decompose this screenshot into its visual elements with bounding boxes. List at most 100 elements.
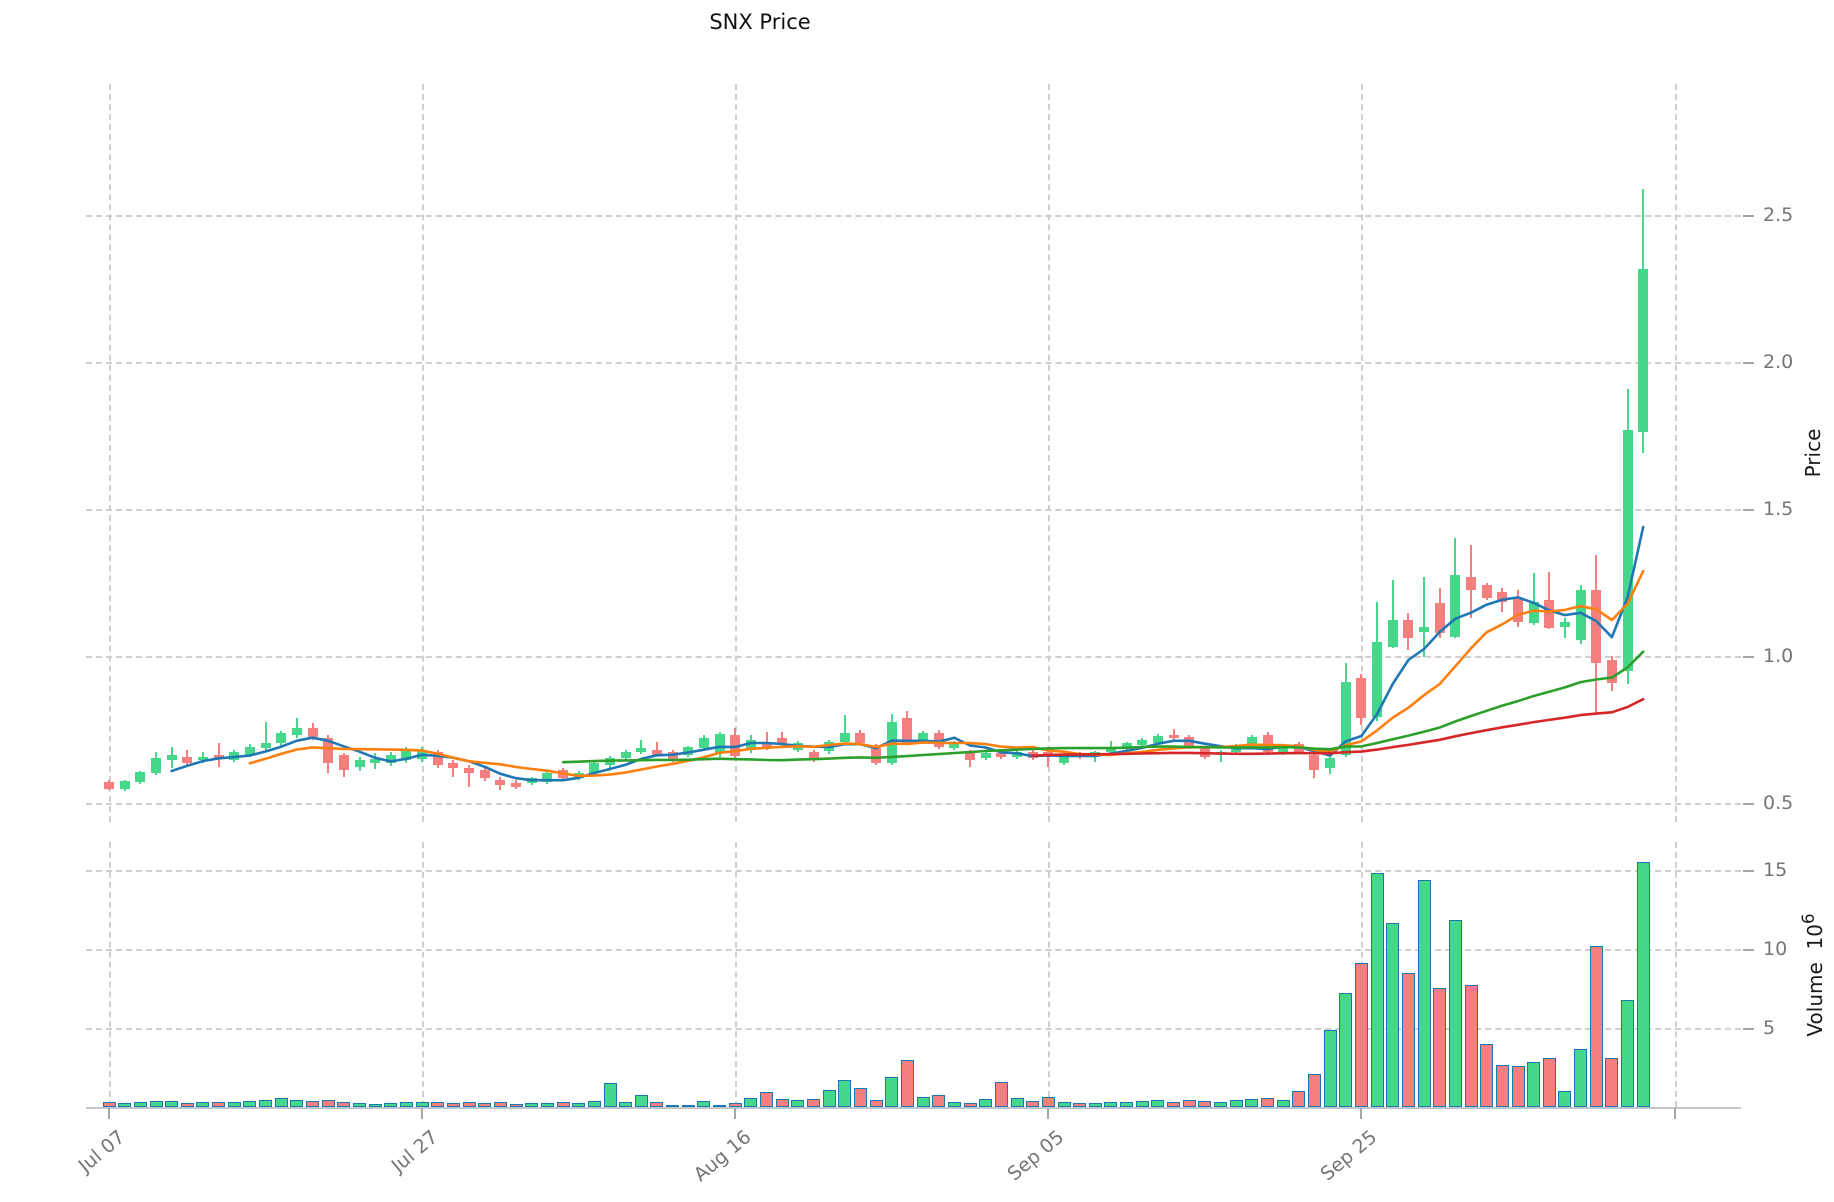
candle-body [1387, 620, 1398, 647]
candle-body [1278, 745, 1289, 753]
volume-bar [775, 1099, 789, 1107]
candle-body [730, 735, 741, 756]
candle-body [511, 783, 521, 788]
volume-axis-label: Volume 106 [1799, 913, 1827, 1036]
volume-bar [1057, 1102, 1071, 1107]
volume-bar [1198, 1101, 1212, 1107]
volume-bar [994, 1081, 1008, 1107]
volume-tick-mark [1743, 870, 1754, 872]
volume-bar [493, 1102, 507, 1107]
volume-bar [1589, 945, 1603, 1107]
candle-body [276, 733, 287, 743]
candle-body [1419, 626, 1429, 632]
volume-bar [572, 1103, 586, 1107]
candle-body [1137, 740, 1148, 746]
date-tick-mark [1360, 1108, 1363, 1119]
candle-body [338, 755, 349, 771]
volume-bar [587, 1100, 601, 1107]
volume-bar [399, 1102, 413, 1107]
candle-body [401, 750, 412, 761]
date-gridline [1048, 84, 1051, 822]
volume-bar [525, 1103, 539, 1107]
volume-bar [1151, 1099, 1165, 1107]
volume-bar [1386, 922, 1400, 1107]
date-gridline [109, 84, 111, 822]
ma-line-10 [248, 569, 1645, 778]
candle-body [1622, 429, 1633, 671]
date-tick-mark [1047, 1108, 1050, 1119]
volume-bar [1448, 919, 1462, 1107]
date-gridline [109, 842, 111, 1107]
volume-axis-unit-base: 10 [1802, 924, 1827, 950]
volume-bar [1417, 879, 1431, 1107]
candle-body [1152, 736, 1163, 744]
date-gridline [1048, 842, 1051, 1107]
candle-body [1528, 601, 1539, 624]
volume-bar [1010, 1098, 1024, 1107]
candle-body [479, 770, 490, 778]
volume-tick-mark [1743, 1028, 1754, 1030]
candle-body [667, 752, 678, 760]
volume-tick-mark [1743, 949, 1754, 951]
candle-body [996, 753, 1007, 758]
candle-body [213, 755, 224, 758]
volume-bar [540, 1102, 554, 1107]
candle-body [651, 750, 662, 756]
candle-body [495, 780, 506, 786]
candle-body [933, 733, 944, 748]
volume-bar [1370, 873, 1384, 1107]
candle-body [323, 738, 334, 763]
candle-body [1481, 585, 1492, 598]
volume-bar [1339, 993, 1353, 1107]
price-tick-mark [1743, 362, 1754, 364]
candle-body [980, 753, 991, 758]
price-tick-mark [1743, 656, 1754, 658]
price-axis-label: Price [1801, 428, 1825, 478]
volume-bar [1433, 987, 1447, 1107]
candle-body [1184, 737, 1195, 748]
candle-body [1059, 755, 1069, 763]
date-gridline [1674, 842, 1677, 1107]
volume-bar [853, 1088, 867, 1107]
volume-bar [446, 1102, 460, 1107]
volume-gridline [86, 1028, 1741, 1030]
volume-bar [321, 1099, 335, 1107]
x-tick-label: Jul 07 [74, 1126, 130, 1178]
candle-body [1575, 590, 1586, 641]
volume-bar [979, 1099, 993, 1107]
candle-body [1168, 735, 1179, 738]
candle-body [104, 782, 114, 789]
x-axis-spine [86, 1107, 1741, 1109]
volume-bar [916, 1096, 930, 1107]
candle-body [1090, 752, 1101, 755]
candle-body [808, 752, 819, 760]
volume-bar [1323, 1029, 1337, 1107]
date-gridline [422, 84, 425, 822]
volume-bar [368, 1103, 382, 1107]
price-gridline [86, 803, 1741, 805]
volume-bar [869, 1100, 883, 1107]
volume-bar [1120, 1102, 1134, 1107]
volume-bar [243, 1100, 257, 1107]
volume-bar [1401, 972, 1415, 1107]
candle-body [636, 748, 647, 753]
candle-body [1309, 755, 1320, 771]
candle-body [197, 757, 208, 760]
volume-bar [1088, 1102, 1102, 1107]
volume-bar [963, 1103, 977, 1107]
price-tick-label: 1.5 [1763, 498, 1794, 520]
price-tick-label: 2.5 [1763, 204, 1794, 226]
candle-body [792, 743, 803, 751]
candle-body [1559, 621, 1570, 627]
volume-bar [1527, 1062, 1541, 1107]
candle-body [777, 738, 788, 743]
volume-bar [1307, 1073, 1321, 1107]
candle-body [589, 763, 600, 773]
candle-body [871, 748, 882, 763]
candle-body [1325, 758, 1336, 768]
volume-bar [744, 1097, 758, 1107]
volume-bar [1558, 1091, 1572, 1107]
volume-bar [149, 1100, 163, 1107]
